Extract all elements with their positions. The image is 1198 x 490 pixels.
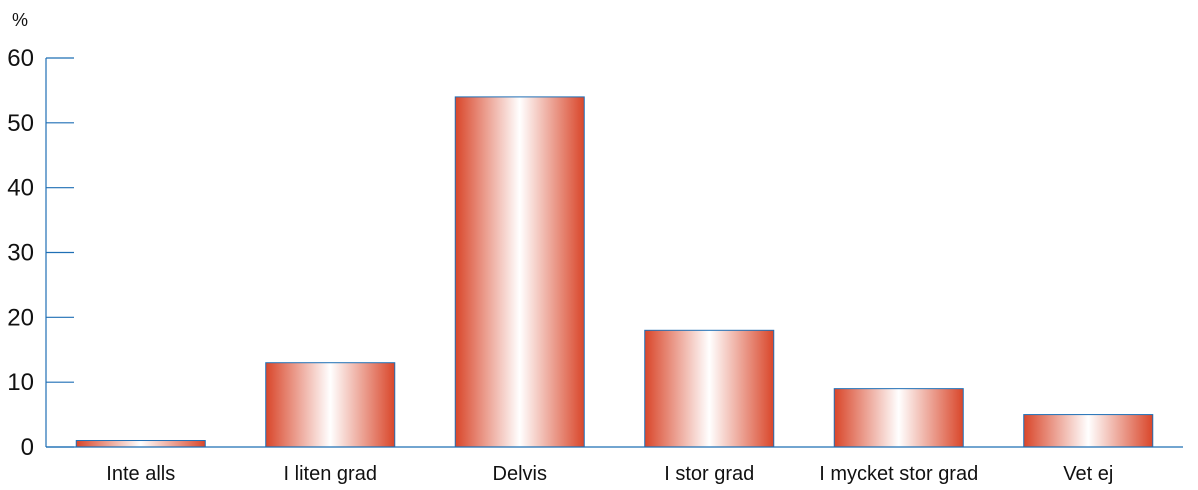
y-tick-label: 60: [7, 45, 34, 72]
bar: [265, 362, 396, 448]
x-category-label: Delvis: [493, 463, 547, 485]
y-tick-label: 10: [7, 369, 34, 396]
y-tick-label: 20: [7, 304, 34, 331]
y-tick-label: 30: [7, 240, 34, 267]
y-tick-label: 0: [21, 434, 34, 461]
y-axis-ticks: 0 10 20 30 40 50 60: [7, 45, 74, 461]
y-unit-label: %: [12, 10, 28, 30]
x-category-label: I mycket stor grad: [819, 463, 978, 485]
bar: [644, 329, 775, 448]
x-category-label: Inte alls: [106, 463, 175, 485]
x-category-label: I liten grad: [284, 463, 377, 485]
y-tick-label: 50: [7, 110, 34, 137]
x-category-label: I stor grad: [664, 463, 754, 485]
x-axis-labels: Inte alls I liten grad Delvis I stor grad I …: [106, 463, 1113, 485]
bar: [833, 388, 964, 448]
bar: [75, 440, 206, 448]
bar: [1023, 414, 1154, 448]
bar: [454, 96, 585, 448]
bars: [75, 96, 1154, 448]
x-category-label: Vet ej: [1063, 463, 1113, 485]
y-tick-label: 40: [7, 175, 34, 202]
